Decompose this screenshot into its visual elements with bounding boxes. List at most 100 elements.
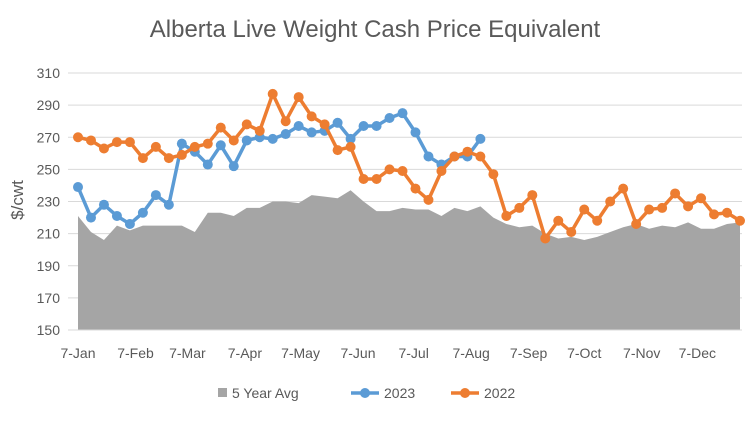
x-tick-label: 7-Mar	[169, 345, 206, 361]
y-tick-label: 150	[37, 322, 61, 338]
point-2022	[657, 202, 668, 213]
y-tick-label: 230	[37, 194, 61, 210]
point-2022	[85, 135, 96, 146]
point-2023	[215, 140, 226, 151]
point-2023	[85, 212, 96, 223]
point-2023	[410, 127, 421, 138]
point-2022	[670, 188, 681, 199]
x-tick-label: 7-Aug	[452, 345, 489, 361]
x-tick-label: 7-Nov	[623, 345, 660, 361]
legend-swatch-marker	[360, 388, 370, 398]
point-2022	[501, 210, 512, 221]
point-2023	[267, 133, 278, 144]
point-2023	[293, 121, 304, 132]
point-2023	[371, 121, 382, 132]
point-2022	[332, 145, 343, 156]
point-2023	[358, 121, 369, 132]
point-2023	[176, 138, 187, 149]
point-2023	[98, 199, 109, 210]
point-2023	[475, 133, 486, 144]
legend-swatch-marker	[460, 388, 470, 398]
point-2022	[163, 153, 174, 164]
point-2023	[137, 207, 148, 218]
point-2023	[306, 127, 317, 138]
point-2023	[241, 135, 252, 146]
point-2023	[124, 218, 135, 229]
point-2022	[514, 202, 525, 213]
y-tick-label: 270	[37, 129, 61, 145]
point-2023	[423, 151, 434, 162]
point-2022	[371, 174, 382, 185]
point-2022	[176, 149, 187, 160]
point-2022	[618, 183, 629, 194]
point-2023	[280, 129, 291, 140]
legend-label: 2023	[384, 385, 415, 401]
legend-label: 5 Year Avg	[232, 385, 299, 401]
point-2022	[709, 209, 720, 220]
point-2022	[319, 119, 330, 130]
point-2022	[410, 183, 421, 194]
point-2022	[254, 125, 265, 136]
point-2022	[215, 122, 226, 133]
point-2023	[332, 117, 343, 128]
x-tick-label: 7-Feb	[117, 345, 154, 361]
point-2023	[397, 108, 408, 119]
point-2022	[735, 215, 745, 226]
point-2022	[150, 141, 161, 152]
point-2022	[358, 174, 369, 185]
point-2022	[527, 190, 538, 201]
point-2022	[189, 141, 200, 152]
point-2022	[683, 201, 694, 212]
point-2022	[280, 116, 291, 127]
point-2022	[345, 141, 356, 152]
point-2022	[384, 164, 395, 175]
point-2022	[436, 165, 447, 176]
x-tick-label: 7-Jul	[398, 345, 428, 361]
point-2022	[592, 215, 603, 226]
point-2022	[293, 92, 304, 103]
point-2022	[228, 135, 239, 146]
x-tick-label: 7-Sep	[510, 345, 548, 361]
series-5yr-avg-area	[78, 190, 740, 330]
point-2022	[397, 165, 408, 176]
point-2022	[488, 169, 499, 180]
x-tick-label: 7-May	[281, 345, 320, 361]
point-2022	[722, 207, 733, 218]
y-tick-label: 170	[37, 290, 61, 306]
point-2022	[202, 138, 213, 149]
chart-title: Alberta Live Weight Cash Price Equivalen…	[149, 16, 601, 43]
point-2022	[267, 88, 278, 99]
point-2022	[449, 151, 460, 162]
x-tick-label: 7-Apr	[228, 345, 263, 361]
point-2022	[241, 119, 252, 130]
point-2022	[644, 204, 655, 215]
point-2023	[73, 182, 83, 193]
point-2023	[345, 133, 356, 144]
point-2022	[540, 233, 551, 244]
point-2023	[163, 199, 174, 210]
point-2023	[111, 210, 122, 221]
point-2023	[384, 112, 395, 123]
point-2022	[579, 204, 590, 215]
point-2022	[137, 153, 148, 164]
point-2022	[553, 215, 564, 226]
x-tick-label: 7-Jan	[60, 345, 95, 361]
point-2022	[98, 143, 109, 154]
point-2022	[475, 151, 486, 162]
x-tick-label: 7-Jun	[340, 345, 375, 361]
y-tick-label: 290	[37, 97, 61, 113]
x-tick-label: 7-Oct	[567, 345, 601, 361]
legend-swatch-avg	[218, 388, 227, 397]
point-2022	[124, 137, 135, 148]
point-2022	[605, 196, 616, 207]
point-2022	[631, 218, 642, 229]
point-2022	[111, 137, 122, 148]
point-2022	[423, 194, 434, 205]
y-tick-label: 250	[37, 161, 61, 177]
point-2023	[228, 161, 239, 172]
point-2022	[306, 111, 317, 122]
point-2023	[202, 159, 213, 170]
legend-label: 2022	[484, 385, 515, 401]
